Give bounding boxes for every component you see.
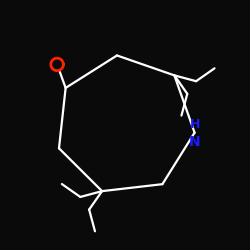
Polygon shape [51,58,63,71]
Text: N: N [189,135,200,149]
Text: H: H [190,118,200,132]
